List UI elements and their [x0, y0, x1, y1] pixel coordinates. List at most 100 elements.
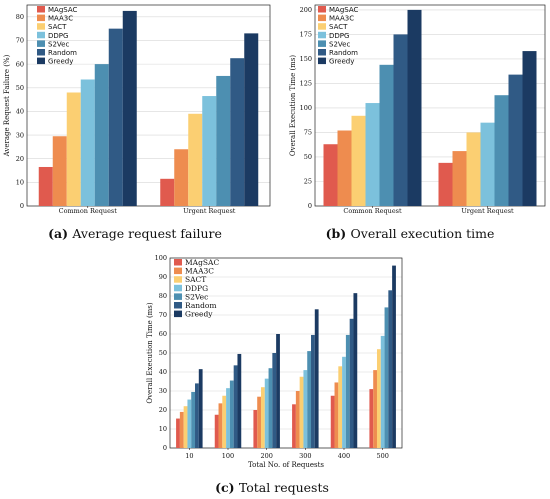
legend-swatch-ddpg [174, 284, 182, 292]
caption-text: Average request failure [71, 226, 222, 241]
bar-greedy-0 [122, 10, 137, 207]
bar-s2vec-0 [94, 64, 109, 206]
y-tick-label: 175 [300, 31, 312, 39]
bar-magsac-0 [38, 166, 53, 206]
legend-label-maa3c: MAA3C [185, 267, 214, 276]
legend-swatch-sact [174, 276, 182, 283]
legend-swatch-greedy [37, 57, 45, 65]
bar-ddpg-0 [187, 399, 192, 448]
x-axis-label: Total No. of Requests [248, 461, 324, 469]
legend-label-sact: SACT [329, 23, 348, 31]
legend-label-sact: SACT [48, 23, 67, 31]
bar-magsac-2 [253, 410, 258, 448]
bar-maa3c-3 [295, 391, 300, 448]
y-tick-label: 50 [159, 349, 167, 357]
x-tick-label: Common Request [343, 207, 402, 215]
x-tick-label: 100 [222, 452, 234, 460]
bar-sact-0 [66, 92, 81, 206]
caption-c: (c) Total requests [215, 480, 329, 495]
y-tick-label: 200 [300, 6, 312, 14]
y-tick-label: 75 [304, 129, 312, 137]
caption-label: (c) [215, 480, 239, 495]
y-tick-label: 10 [16, 179, 24, 187]
bar-sact-4 [338, 366, 343, 448]
y-tick-label: 50 [16, 84, 24, 92]
caption-a: (a) Average request failure [48, 226, 222, 241]
y-tick-label: 50 [304, 153, 312, 161]
bar-ddpg-0 [80, 79, 95, 206]
bar-ddpg-1 [202, 96, 217, 206]
bar-greedy-2 [276, 334, 280, 448]
y-tick-label: 80 [159, 292, 167, 300]
bar-greedy-1 [522, 51, 537, 206]
bar-maa3c-1 [452, 151, 467, 206]
legend-label-magsac: MAgSAC [48, 6, 78, 14]
y-tick-label: 20 [159, 406, 167, 414]
bar-sact-1 [222, 395, 227, 448]
bar-random-3 [311, 334, 315, 448]
x-tick-label: 200 [260, 452, 272, 460]
legend-label-sact: SACT [185, 275, 206, 284]
y-tick-label: 0 [20, 202, 24, 210]
legend-swatch-magsac [318, 6, 326, 13]
bar-s2vec-0 [379, 64, 394, 206]
x-tick-label: Common Request [59, 207, 118, 215]
bar-magsac-1 [214, 414, 219, 448]
bar-ddpg-0 [365, 103, 380, 206]
bar-sact-2 [260, 387, 265, 448]
y-tick-label: 40 [16, 108, 24, 116]
legend-label-s2vec: S2Vec [48, 40, 69, 48]
caption-text: Overall execution time [351, 226, 495, 241]
legend-swatch-greedy [318, 57, 326, 65]
legend-swatch-random [37, 49, 45, 56]
x-tick-label: 500 [376, 452, 388, 460]
x-tick-label: 300 [299, 452, 311, 460]
legend-label-greedy: Greedy [48, 58, 73, 66]
bar-random-0 [195, 383, 199, 448]
legend-label-maa3c: MAA3C [48, 15, 73, 23]
chart-panel-b: 0 25 50 75 100 125 150 175 200 Common Request Urge… [289, 4, 546, 215]
legend-swatch-ddpg [37, 31, 45, 39]
legend-label-greedy: Greedy [329, 58, 354, 66]
y-tick-label: 80 [16, 13, 24, 21]
plot-frame [169, 257, 403, 449]
caption-label: (a) [48, 226, 72, 241]
bar-ddpg-4 [342, 356, 346, 448]
bar-s2vec-3 [307, 351, 312, 448]
bar-sact-0 [183, 406, 188, 448]
y-tick-label: 10 [159, 425, 167, 433]
y-tick-label: 0 [163, 444, 167, 452]
bar-random-4 [349, 318, 354, 448]
bar-s2vec-2 [268, 368, 273, 448]
bar-sact-1 [188, 113, 203, 206]
bar-ddpg-1 [480, 122, 495, 206]
bar-sact-5 [376, 349, 381, 448]
bar-s2vec-1 [229, 380, 234, 448]
legend-label-ddpg: DDPG [185, 284, 208, 293]
bar-random-0 [108, 28, 123, 206]
chart-panel-a: 0 10 20 30 40 50 60 70 80 Common Request Urgent Re… [3, 4, 271, 215]
legend-swatch-sact [37, 23, 45, 30]
chart-panel-c: 0 10 20 30 40 50 60 70 80 90 100 10 100 200 300 400 500 O… [146, 254, 403, 469]
bar-greedy-0 [407, 9, 422, 207]
y-axis-label: Overall Execution Time (ms) [289, 55, 297, 157]
bar-magsac-1 [160, 178, 175, 206]
bar-ddpg-5 [380, 335, 385, 448]
bar-maa3c-0 [337, 130, 352, 206]
legend-swatch-random [174, 302, 182, 309]
bar-s2vec-1 [494, 95, 509, 206]
bar-magsac-0 [323, 144, 338, 206]
x-tick-label: Urgent Request [461, 207, 514, 215]
y-tick-label: 0 [308, 202, 312, 210]
y-tick-label: 20 [16, 155, 24, 163]
legend-label-s2vec: S2Vec [185, 292, 208, 301]
x-tick-label: Urgent Request [183, 207, 236, 215]
y-tick-label: 30 [159, 387, 167, 395]
y-tick-label: 25 [304, 178, 312, 186]
y-axis-label: Overall Execution Time (ms) [146, 302, 154, 404]
legend-swatch-magsac [37, 6, 45, 13]
y-tick-label: 60 [159, 330, 167, 338]
legend-swatch-greedy [174, 310, 182, 318]
